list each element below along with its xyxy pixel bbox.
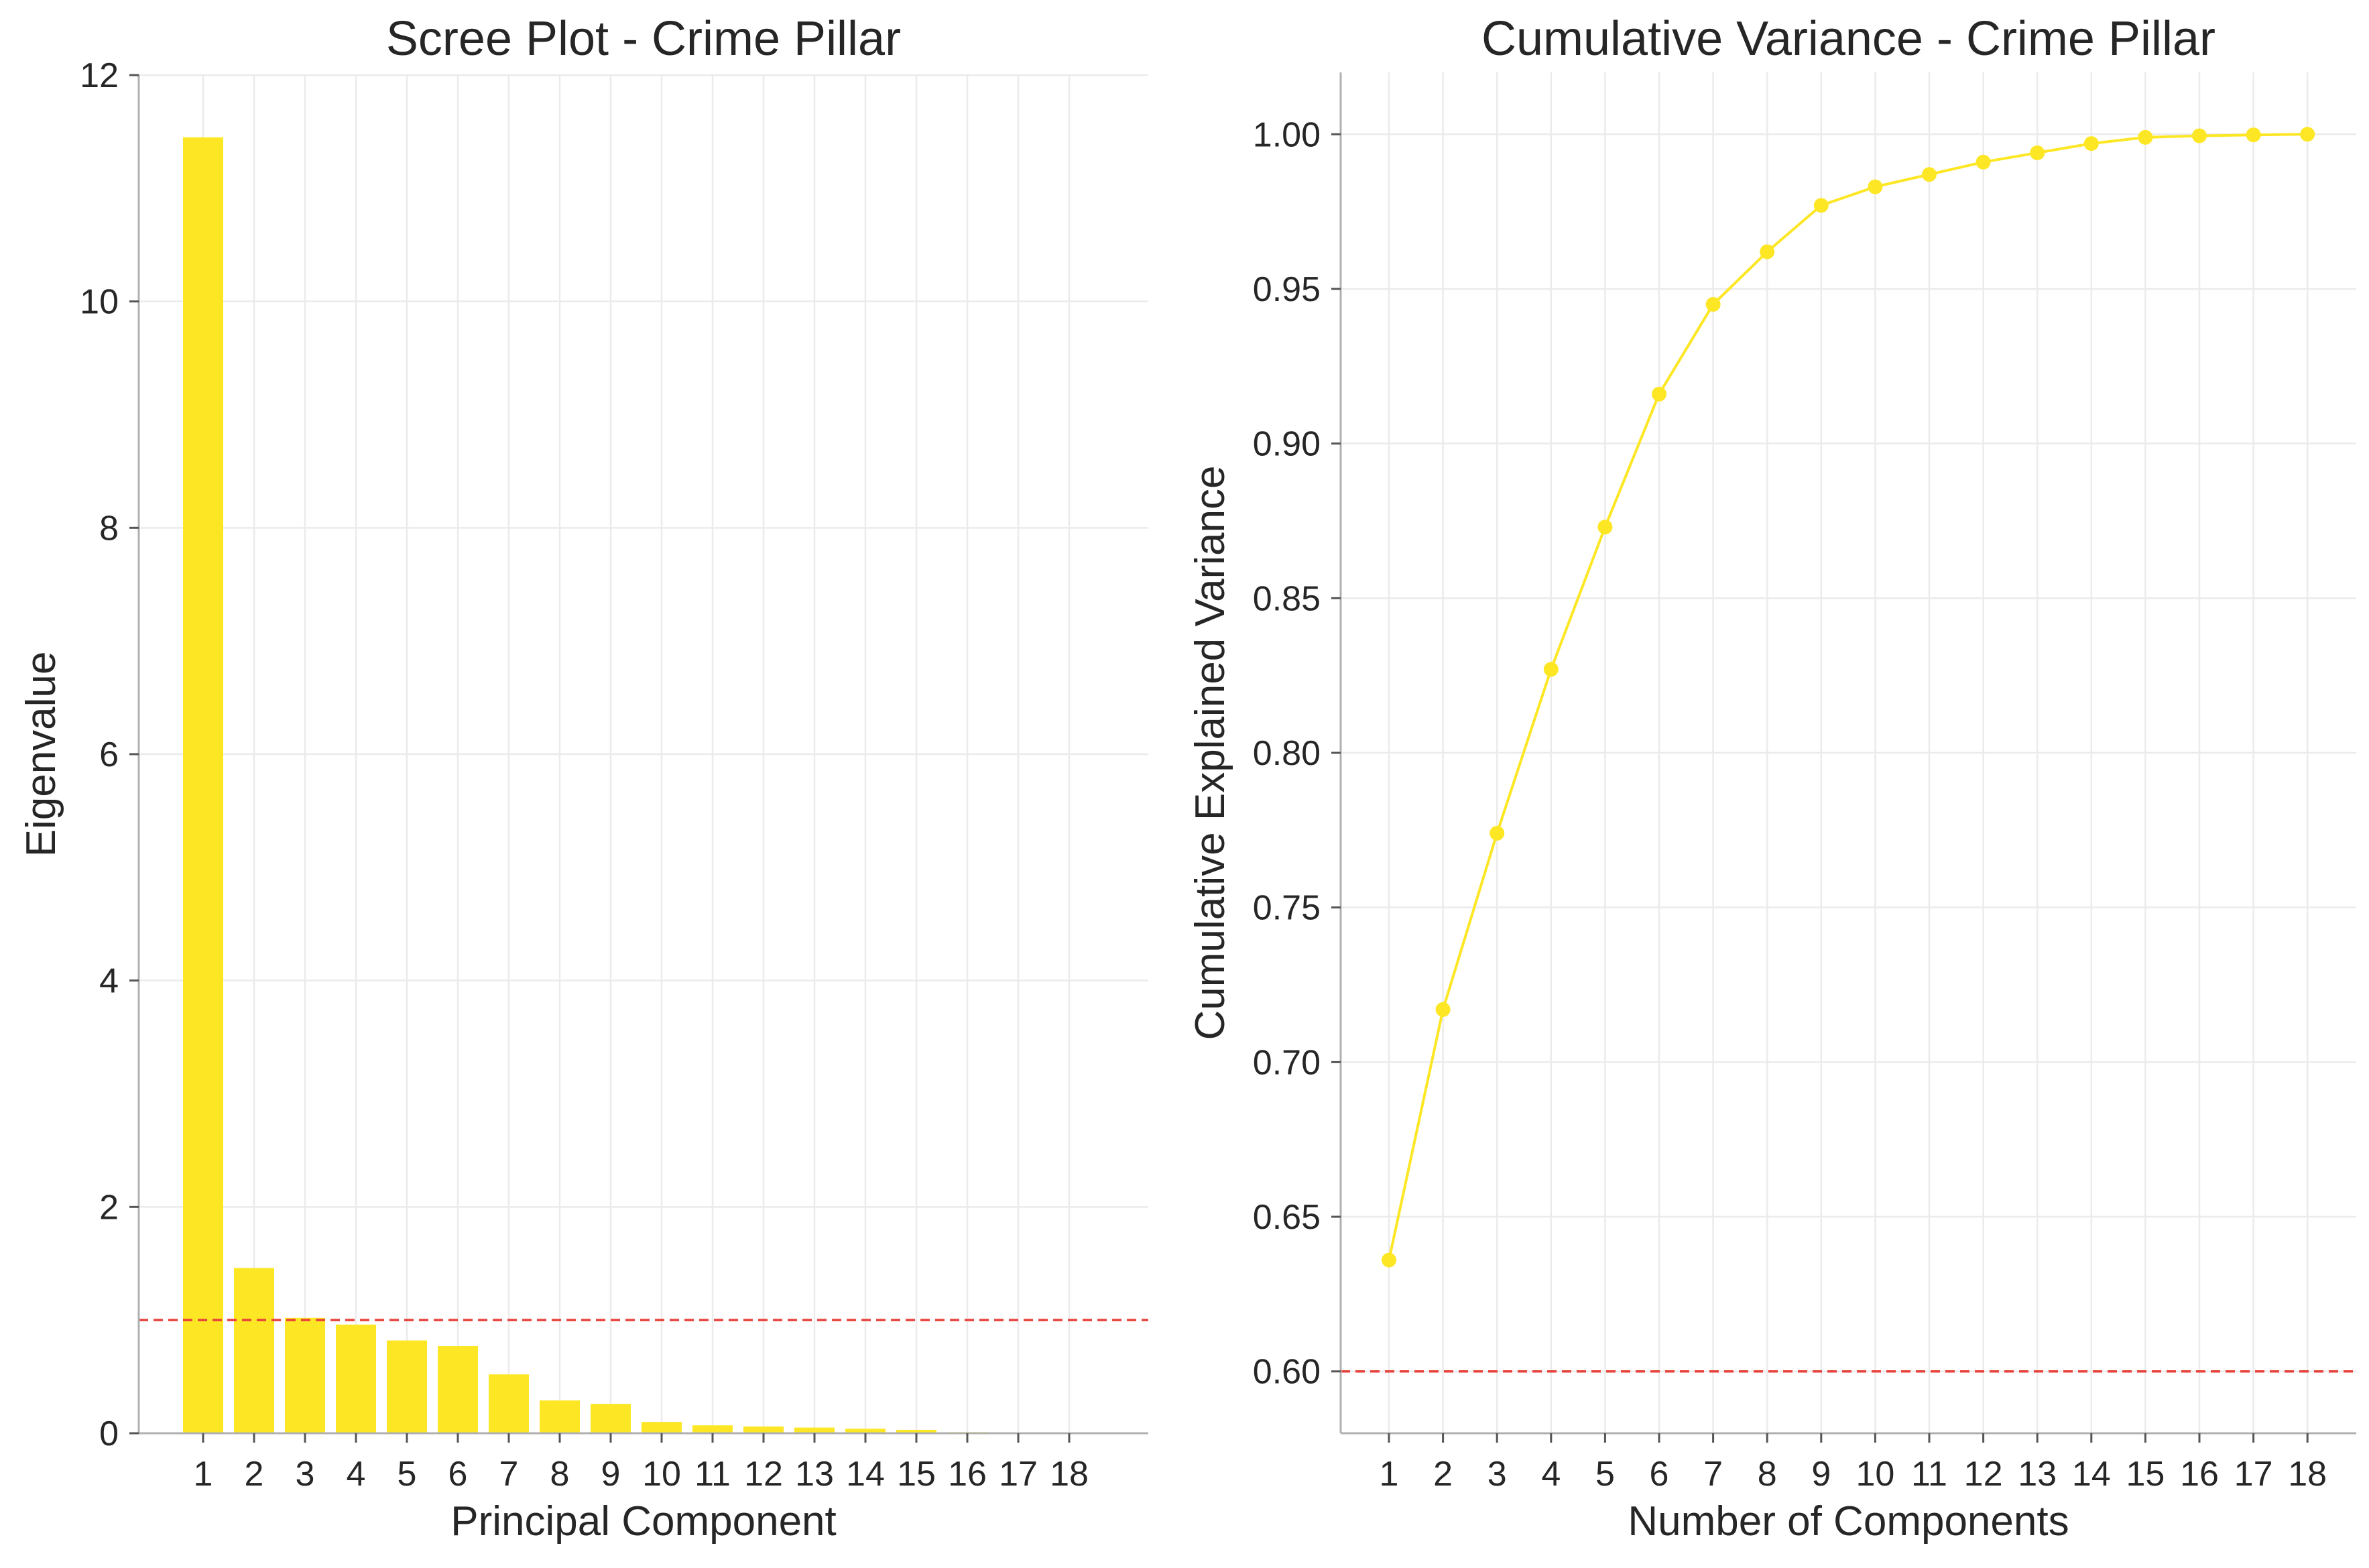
scree-y-tick-label: 0: [99, 1414, 119, 1453]
scree-bar: [438, 1346, 478, 1433]
cumvar-point: [1597, 520, 1612, 534]
cumvar-x-tick-label: 9: [1811, 1455, 1831, 1494]
cumvar-point: [1976, 155, 1991, 170]
scree-x-tick-label: 4: [347, 1455, 366, 1494]
cumvar-point: [1706, 297, 1721, 312]
cumvar-x-tick-label: 10: [1856, 1455, 1894, 1494]
cumvar-x-tick-label: 6: [1650, 1455, 1669, 1494]
cumvar-x-tick-label: 13: [2018, 1455, 2057, 1494]
cumvar-x-axis-label: Number of Components: [1628, 1498, 2069, 1545]
cumvar-y-tick-label: 0.95: [1253, 270, 1321, 309]
cumvar-point: [1922, 167, 1937, 182]
scree-x-tick-label: 13: [795, 1455, 834, 1494]
cumvar-x-tick-label: 1: [1380, 1455, 1399, 1494]
scree-bar: [183, 137, 223, 1433]
scree-bar: [692, 1425, 733, 1433]
cumvar-y-tick-label: 0.65: [1253, 1198, 1321, 1237]
scree-y-tick-label: 10: [80, 283, 119, 322]
cumvar-x-tick-label: 17: [2234, 1455, 2273, 1494]
scree-x-tick-label: 12: [744, 1455, 783, 1494]
cumvar-point: [1382, 1253, 1396, 1268]
cumvar-x-tick-label: 5: [1595, 1455, 1615, 1494]
scree-x-tick-label: 2: [245, 1455, 264, 1494]
cumvar-x-tick-label: 8: [1758, 1455, 1777, 1494]
cumvar-x-tick-label: 11: [1911, 1455, 1947, 1494]
cumvar-x-tick-label: 16: [2180, 1455, 2219, 1494]
cumvar-y-tick-label: 0.70: [1253, 1043, 1321, 1082]
scree-y-tick-label: 12: [80, 56, 119, 95]
scree-x-axis-label: Principal Component: [450, 1498, 837, 1545]
scree-x-tick-label: 7: [499, 1455, 519, 1494]
cumvar-x-tick-label: 7: [1703, 1455, 1723, 1494]
cumvar-y-tick-label: 0.75: [1253, 889, 1321, 928]
scree-bar: [387, 1341, 427, 1433]
scree-x-tick-label: 15: [897, 1455, 936, 1494]
cumvar-x-tick-label: 4: [1541, 1455, 1561, 1494]
scree-bar: [285, 1318, 325, 1433]
scree-bar: [540, 1400, 580, 1433]
cumvar-y-tick-label: 0.85: [1253, 579, 1321, 618]
cumvar-point: [2246, 127, 2261, 142]
cumvar-point: [2030, 145, 2045, 160]
cumvar-y-tick-label: 1.00: [1253, 115, 1321, 154]
cumvar-point: [2138, 130, 2152, 145]
cumvar-point: [1490, 826, 1504, 841]
cumvar-chart-title: Cumulative Variance - Crime Pillar: [1481, 12, 2215, 66]
scree-bar: [234, 1268, 274, 1433]
scree-x-tick-label: 3: [296, 1455, 315, 1494]
cumvar-point: [1814, 198, 1829, 213]
cumvar-point: [1436, 1002, 1451, 1017]
scree-y-tick-label: 4: [99, 962, 119, 1001]
scree-y-axis-label: Eigenvalue: [18, 652, 64, 857]
cumvar-x-tick-label: 3: [1487, 1455, 1507, 1494]
cumvar-point: [1868, 180, 1882, 194]
scree-y-tick-label: 2: [99, 1188, 119, 1227]
scree-x-tick-label: 5: [398, 1455, 417, 1494]
cumvar-y-tick-label: 0.60: [1253, 1353, 1321, 1392]
scree-y-tick-label: 8: [99, 509, 119, 548]
scree-x-tick-label: 18: [1050, 1455, 1089, 1494]
cumvar-y-axis-label: Cumulative Explained Variance: [1187, 466, 1233, 1040]
scree-x-tick-label: 8: [550, 1455, 570, 1494]
cumvar-point: [2300, 127, 2315, 141]
scree-chart-title: Scree Plot - Crime Pillar: [386, 12, 901, 66]
scree-x-tick-label: 9: [601, 1455, 621, 1494]
scree-x-tick-label: 6: [448, 1455, 468, 1494]
scree-bar: [591, 1404, 631, 1433]
cumvar-y-tick-label: 0.80: [1253, 734, 1321, 773]
scree-x-tick-label: 17: [999, 1455, 1038, 1494]
cumvar-x-tick-label: 15: [2126, 1455, 2165, 1494]
scree-x-tick-label: 1: [194, 1455, 213, 1494]
scree-x-tick-label: 11: [694, 1455, 731, 1494]
cumvar-x-tick-label: 12: [1964, 1455, 2003, 1494]
cumvar-point: [2192, 129, 2207, 143]
cumvar-x-tick-label: 18: [2288, 1455, 2327, 1494]
scree-bar: [743, 1427, 784, 1433]
scree-bar: [489, 1374, 529, 1433]
cumvar-point: [1652, 387, 1666, 402]
cumvar-point: [1760, 245, 1774, 259]
cumvar-point: [2084, 136, 2099, 151]
scree-x-tick-label: 14: [846, 1455, 885, 1494]
scree-x-tick-label: 10: [642, 1455, 681, 1494]
cumvar-x-tick-label: 2: [1433, 1455, 1453, 1494]
cumvar-point: [1544, 662, 1559, 676]
scree-x-tick-label: 16: [948, 1455, 987, 1494]
scree-y-tick-label: 6: [99, 735, 119, 774]
scree-bar: [642, 1422, 682, 1433]
cumvar-y-tick-label: 0.90: [1253, 425, 1321, 464]
scree-bar: [336, 1325, 376, 1433]
cumvar-x-tick-label: 14: [2072, 1455, 2111, 1494]
